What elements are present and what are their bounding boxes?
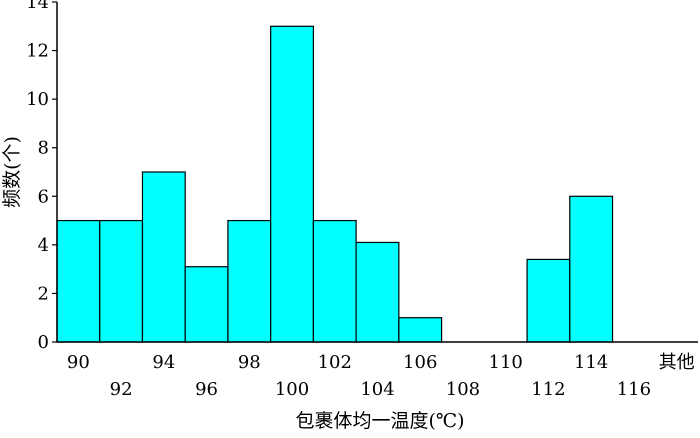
- bar-102: [312, 219, 357, 343]
- bar-104: [355, 241, 400, 343]
- y-tick-label: 12: [26, 41, 49, 62]
- x-tick-label: 108: [446, 379, 480, 400]
- x-axis-title: 包裹体均一温度(℃): [295, 410, 464, 432]
- y-tick-label: 10: [26, 89, 49, 110]
- bar-90: [56, 219, 101, 343]
- x-tick-label: 92: [110, 379, 133, 400]
- x-tick-label: 90: [67, 352, 90, 373]
- axes-layer: [56, 2, 698, 343]
- y-tick-label: 8: [38, 138, 49, 159]
- y-tick-label: 0: [38, 332, 49, 353]
- x-tick-label: 106: [403, 352, 437, 373]
- x-tick-label: 110: [489, 352, 523, 373]
- y-tick-label: 14: [26, 0, 49, 13]
- bar-96: [184, 266, 229, 343]
- y-tick-label: 4: [38, 235, 49, 256]
- x-tick-label: 94: [152, 352, 175, 373]
- x-tick-label: 98: [238, 352, 261, 373]
- x-tick-label: 112: [531, 379, 565, 400]
- bar-114: [569, 195, 614, 343]
- bar-100: [270, 25, 315, 343]
- x-tick-label: 104: [360, 379, 394, 400]
- bar-106: [398, 317, 443, 343]
- bar-92: [99, 219, 144, 343]
- bar-98: [227, 219, 272, 343]
- x-tick-label: 其他: [659, 352, 695, 373]
- ticks-layer: 0 2 4 6 8 10 12 14 90 92 94 96 98 100 102 104 106 108 110 1…: [26, 0, 695, 400]
- y-tick-label: 2: [38, 283, 49, 304]
- y-tick-label: 6: [38, 186, 49, 207]
- bar-112: [526, 258, 571, 343]
- x-tick-label: 102: [318, 352, 352, 373]
- y-axis-title: 频数(个): [1, 136, 23, 208]
- bar-94: [141, 171, 186, 343]
- x-tick-label: 100: [275, 379, 309, 400]
- x-tick-label: 96: [195, 379, 218, 400]
- x-tick-label: 114: [574, 352, 608, 373]
- bars-layer: [56, 25, 614, 343]
- x-tick-label: 116: [617, 379, 651, 400]
